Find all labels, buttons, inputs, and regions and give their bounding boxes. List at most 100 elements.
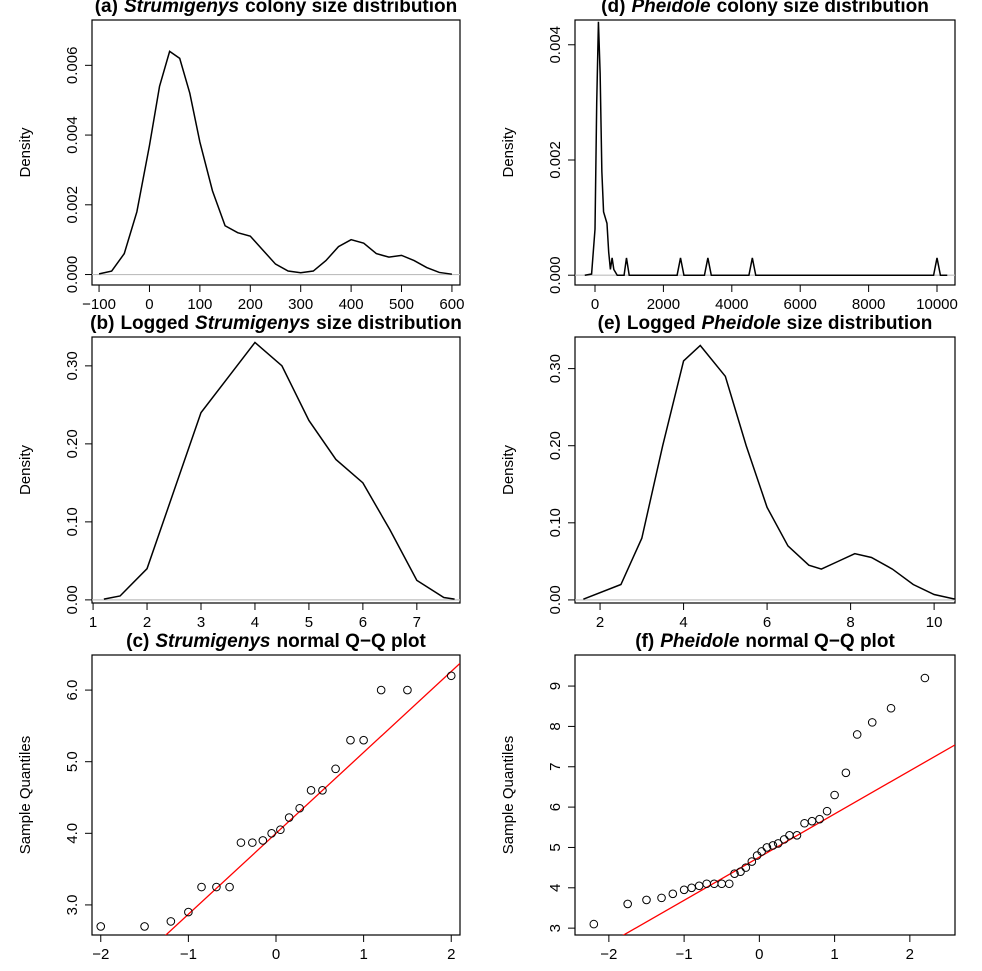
point xyxy=(724,879,734,889)
x-tick-label: 0 xyxy=(272,946,280,963)
x-tick-label: 1 xyxy=(830,946,838,963)
point xyxy=(747,857,757,866)
x-tick-label: 2 xyxy=(596,614,604,631)
title-part: Strumigenys xyxy=(195,313,310,334)
x-tick-label: 2000 xyxy=(647,296,680,313)
title-part: (e) xyxy=(598,313,621,334)
plot-area xyxy=(92,341,460,601)
point xyxy=(623,899,632,909)
panel: (c) Strumigenys normal Q−Q plot Sample Quan… xyxy=(17,631,461,963)
y-axis-label: Sample Quantiles xyxy=(500,736,517,854)
x-tick-label: 1 xyxy=(359,946,367,963)
point xyxy=(306,786,316,795)
point xyxy=(792,831,802,840)
point xyxy=(741,863,751,872)
y-tick-label: 4 xyxy=(547,884,564,892)
x-tick-label: 6 xyxy=(763,614,771,631)
point xyxy=(376,685,386,695)
point xyxy=(359,735,368,745)
point xyxy=(730,869,739,878)
panel: (f) Pheidole normal Q−Q plot Sample Quantil… xyxy=(500,631,956,963)
qq-line xyxy=(164,662,460,935)
plot-frame xyxy=(574,336,956,604)
y-tick-label: 3.0 xyxy=(64,894,81,915)
title-part: (c) xyxy=(126,631,149,652)
point xyxy=(346,735,355,745)
title-part: size distribution xyxy=(787,313,933,334)
title-part: size distribution xyxy=(316,313,462,334)
x-tick-label: −1 xyxy=(180,946,197,963)
point xyxy=(446,671,456,681)
y-axis-label: Density xyxy=(17,127,34,178)
title-part: colony size distribution xyxy=(245,0,457,17)
y-tick-label: 4.0 xyxy=(64,823,81,844)
y-tick-label: 7 xyxy=(547,763,564,771)
x-tick-label: 100 xyxy=(187,296,212,313)
title-part: Logged xyxy=(120,313,189,334)
y-axis-label: Density xyxy=(500,444,517,495)
x-tick-label: 7 xyxy=(413,614,421,631)
y-tick-label: 0.002 xyxy=(64,186,81,224)
point xyxy=(225,882,234,892)
x-tick-label: 1 xyxy=(89,614,97,631)
point xyxy=(800,818,809,828)
point xyxy=(267,829,276,838)
chart-title: (c) Strumigenys normal Q−Q plot xyxy=(126,631,426,652)
y-tick-label: 0.20 xyxy=(547,431,564,460)
point xyxy=(822,806,832,816)
y-axis-label: Density xyxy=(17,444,34,495)
x-tick-label: 4 xyxy=(679,614,687,631)
x-tick-label: 6000 xyxy=(784,296,817,313)
x-tick-label: 4 xyxy=(251,614,259,631)
point xyxy=(920,673,930,683)
x-tick-label: 5 xyxy=(305,614,313,631)
point xyxy=(589,919,599,929)
x-tick-label: −1 xyxy=(676,946,693,963)
point xyxy=(779,835,789,844)
chart-title: (e) Logged Pheidole size distribution xyxy=(598,313,933,334)
x-tick-label: 10 xyxy=(926,614,943,631)
x-tick-label: 0 xyxy=(755,946,763,963)
title-part: normal Q−Q plot xyxy=(745,631,895,652)
x-tick-label: 600 xyxy=(439,296,464,313)
x-tick-label: 8000 xyxy=(852,296,885,313)
y-tick-label: 5.0 xyxy=(64,751,81,772)
point xyxy=(687,883,696,893)
title-part: normal Q−Q plot xyxy=(276,631,426,652)
x-tick-label: −2 xyxy=(600,946,617,963)
panel: (a) Strumigenys colony size distribution De… xyxy=(17,0,464,313)
point xyxy=(785,831,794,840)
x-tick-label: 2 xyxy=(447,946,455,963)
point xyxy=(773,839,783,848)
panel: (d) Pheidole colony size distribution Densi… xyxy=(500,0,958,313)
point xyxy=(96,922,106,931)
y-axis-label: Density xyxy=(500,127,517,178)
y-axis-label: Sample Quantiles xyxy=(17,736,34,854)
y-tick-label: 6 xyxy=(547,803,564,811)
point xyxy=(807,816,817,826)
point xyxy=(212,882,221,892)
x-tick-label: 6 xyxy=(359,614,367,631)
y-tick-label: 0.000 xyxy=(64,256,81,294)
title-part: Pheidole xyxy=(701,313,781,334)
plot-area xyxy=(92,50,460,276)
x-tick-label: 0 xyxy=(591,296,599,313)
point xyxy=(248,838,257,847)
point xyxy=(762,843,772,852)
point xyxy=(717,879,727,889)
plot-frame xyxy=(91,336,461,604)
plot-frame xyxy=(91,19,461,286)
y-tick-label: 6.0 xyxy=(64,680,81,701)
y-tick-label: 0.10 xyxy=(64,507,81,536)
title-part: colony size distribution xyxy=(717,0,929,17)
y-tick-label: 0.20 xyxy=(64,429,81,458)
point xyxy=(258,836,268,845)
point xyxy=(166,917,176,926)
x-tick-label: 3 xyxy=(197,614,205,631)
x-tick-label: 400 xyxy=(339,296,364,313)
plot-area xyxy=(575,344,955,601)
y-tick-label: 8 xyxy=(547,722,564,730)
title-part: Strumigenys xyxy=(124,0,239,17)
point xyxy=(140,922,149,931)
